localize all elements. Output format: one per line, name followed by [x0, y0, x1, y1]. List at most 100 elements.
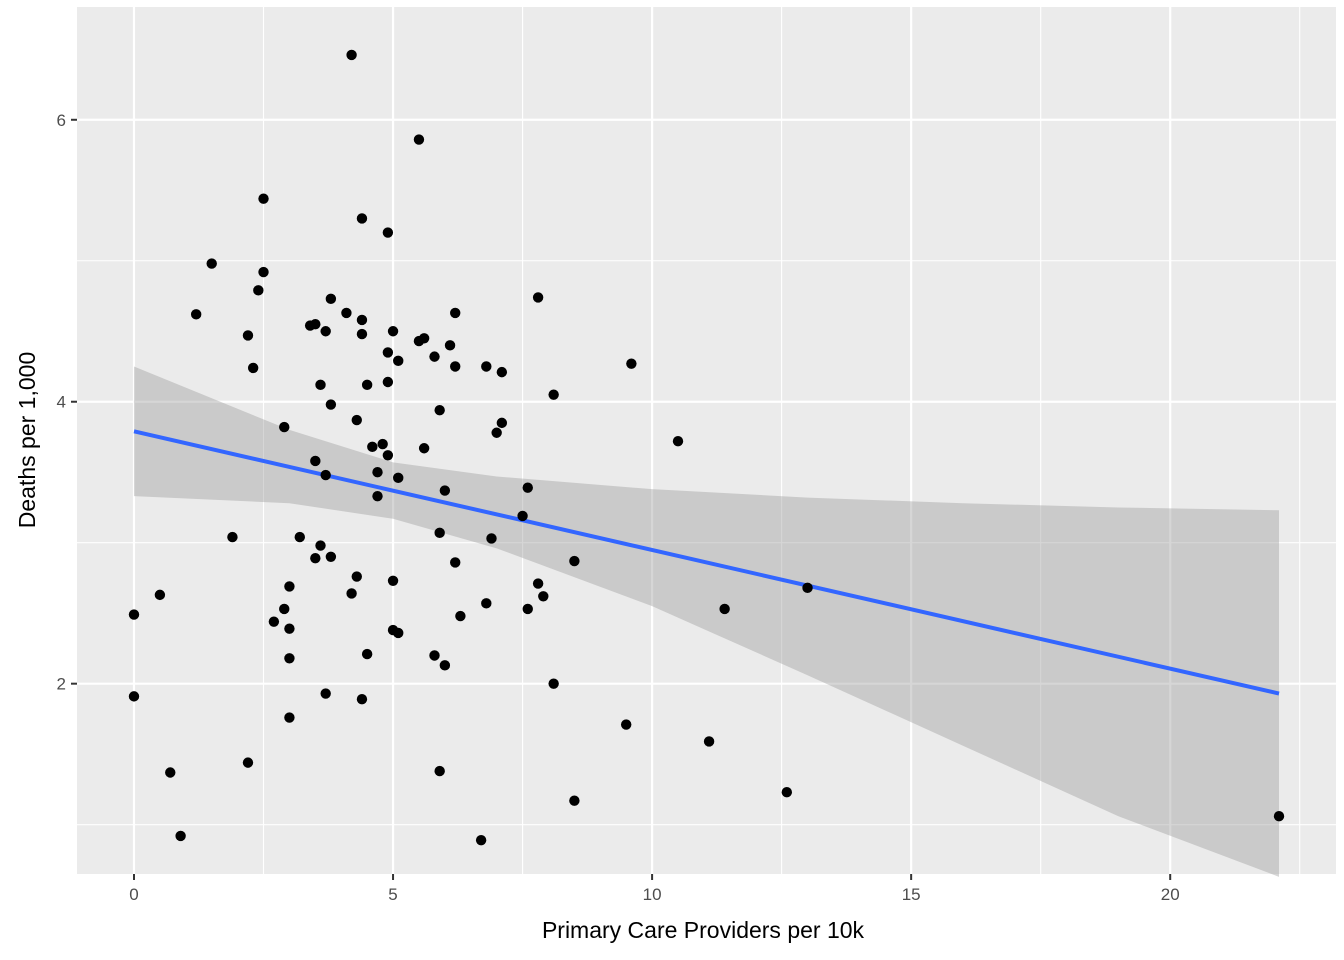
data-point [672, 436, 684, 447]
data-point [481, 598, 492, 609]
data-point [361, 379, 373, 391]
data-point [247, 362, 259, 374]
data-point [279, 421, 290, 433]
data-point [356, 314, 368, 326]
data-point [294, 531, 305, 543]
data-point [284, 623, 295, 634]
y-axis: 2 4 6 [57, 111, 77, 694]
data-point [532, 292, 544, 303]
data-point [242, 757, 254, 768]
x-tick-label: 20 [1161, 885, 1180, 904]
data-point [190, 309, 202, 320]
y-axis-title: Deaths per 1,000 [14, 352, 40, 528]
data-point [387, 326, 399, 337]
data-point [325, 293, 337, 305]
data-point [315, 379, 326, 391]
x-tick-label: 10 [643, 885, 662, 904]
data-point [496, 417, 508, 429]
data-point [377, 438, 388, 450]
data-point [382, 227, 394, 238]
y-tick-label: 4 [57, 393, 66, 412]
data-point [548, 678, 559, 689]
data-point [268, 616, 280, 627]
data-point [175, 830, 186, 842]
data-point [434, 765, 445, 777]
data-point [418, 443, 430, 454]
data-point [444, 340, 456, 351]
data-point [325, 399, 337, 410]
data-point [227, 531, 238, 543]
data-point [341, 307, 352, 319]
data-point [242, 330, 254, 341]
data-point [284, 712, 295, 723]
data-point [548, 389, 559, 400]
data-point [393, 627, 404, 639]
data-point [284, 581, 295, 592]
minor-gridlines [77, 7, 1336, 874]
data-point [258, 193, 269, 204]
data-point [382, 347, 394, 358]
data-point [538, 591, 549, 602]
data-point [626, 358, 637, 369]
data-point [346, 49, 357, 61]
data-point [165, 767, 176, 778]
data-point [382, 450, 394, 461]
data-point [320, 469, 331, 481]
data-point [351, 414, 362, 426]
data-point [284, 653, 295, 664]
data-point [361, 648, 373, 660]
data-point [439, 485, 451, 496]
data-point [719, 603, 730, 615]
plot-panel [77, 7, 1336, 874]
data-point [439, 660, 451, 671]
data-point [356, 693, 368, 705]
data-point [351, 571, 362, 582]
data-point [481, 361, 492, 372]
data-point [279, 603, 290, 615]
data-point [356, 213, 368, 224]
x-axis: 0 5 10 15 20 [129, 874, 1180, 904]
major-gridlines [77, 7, 1336, 874]
data-point [450, 557, 461, 568]
data-point [346, 588, 357, 599]
data-point [310, 553, 321, 564]
data-point [372, 467, 383, 478]
data-points [128, 49, 1285, 846]
data-point [450, 307, 461, 319]
data-point [781, 787, 793, 798]
data-point [154, 589, 166, 601]
data-point [382, 376, 394, 388]
data-point [802, 582, 813, 594]
data-point [491, 427, 502, 438]
data-point [532, 578, 544, 589]
data-point [517, 510, 528, 522]
data-point [620, 719, 632, 730]
data-point [569, 795, 580, 806]
data-point [393, 355, 404, 367]
data-point [455, 610, 466, 622]
data-point [434, 404, 445, 416]
y-tick-label: 6 [57, 111, 66, 130]
x-axis-title: Primary Care Providers per 10k [542, 917, 865, 943]
data-point [367, 441, 378, 453]
confidence-band-group [133, 366, 1280, 877]
data-point [429, 351, 440, 362]
data-point [413, 134, 425, 145]
data-point [429, 650, 440, 661]
data-point [128, 691, 140, 702]
x-tick-label: 0 [129, 885, 138, 904]
data-point [1273, 811, 1285, 822]
data-point [372, 490, 383, 502]
confidence-band [133, 366, 1280, 877]
data-point [522, 603, 533, 615]
data-point [258, 266, 269, 278]
data-point [325, 551, 337, 563]
data-point [703, 736, 715, 747]
data-point [253, 285, 264, 296]
data-point [315, 540, 326, 551]
data-point [320, 688, 331, 699]
data-point [434, 527, 445, 539]
x-tick-label: 15 [902, 885, 921, 904]
data-point [475, 834, 487, 846]
